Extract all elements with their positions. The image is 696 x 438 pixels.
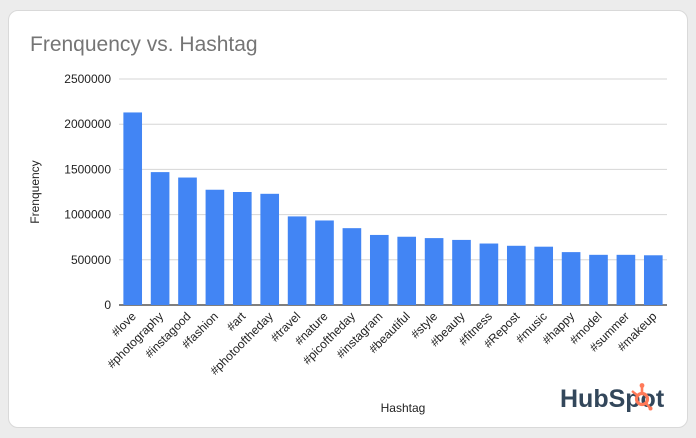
bar [534,246,554,305]
bar [589,254,608,305]
chart-title: Frenquency vs. Hashtag [30,33,258,56]
bar [342,228,362,305]
bar [616,254,636,305]
chart-card: Frenquency vs. Hashtag 0 500000 1000000 150… [8,10,688,428]
y-tick-label: 2500000 [64,72,111,86]
y-tick-label: 1000000 [64,208,111,222]
bar [479,243,499,305]
bar [150,172,170,305]
bars [123,112,663,305]
hubspot-logo: HubSpot [560,383,665,413]
bar [506,245,526,305]
y-tick-label: 1500000 [64,162,111,176]
y-axis-label: Frenquency [28,160,42,223]
bar [452,239,471,305]
y-tick-label: 0 [104,298,111,312]
sprocket-icon [631,383,653,411]
x-axis-ticks: #love#photography#instagood#fashion #art#… [104,309,659,378]
bar [397,236,417,305]
y-axis-ticks: 0 500000 1000000 1500000 2000000 2500000 [64,72,111,312]
y-tick-label: 500000 [71,253,111,267]
bar [178,177,197,305]
bar [287,216,307,305]
y-tick-label: 2000000 [64,117,111,131]
bar [260,193,280,305]
bar [315,220,334,305]
gridlines [119,78,667,306]
bar [123,112,143,305]
bar [424,238,444,305]
bar [232,192,252,305]
bar [369,234,389,305]
bar [643,255,663,305]
bar-chart: 0 500000 1000000 1500000 2000000 2500000 #lov… [28,72,667,415]
bar [205,189,225,305]
x-axis-label: Hashtag [381,401,426,415]
bar [561,252,581,305]
